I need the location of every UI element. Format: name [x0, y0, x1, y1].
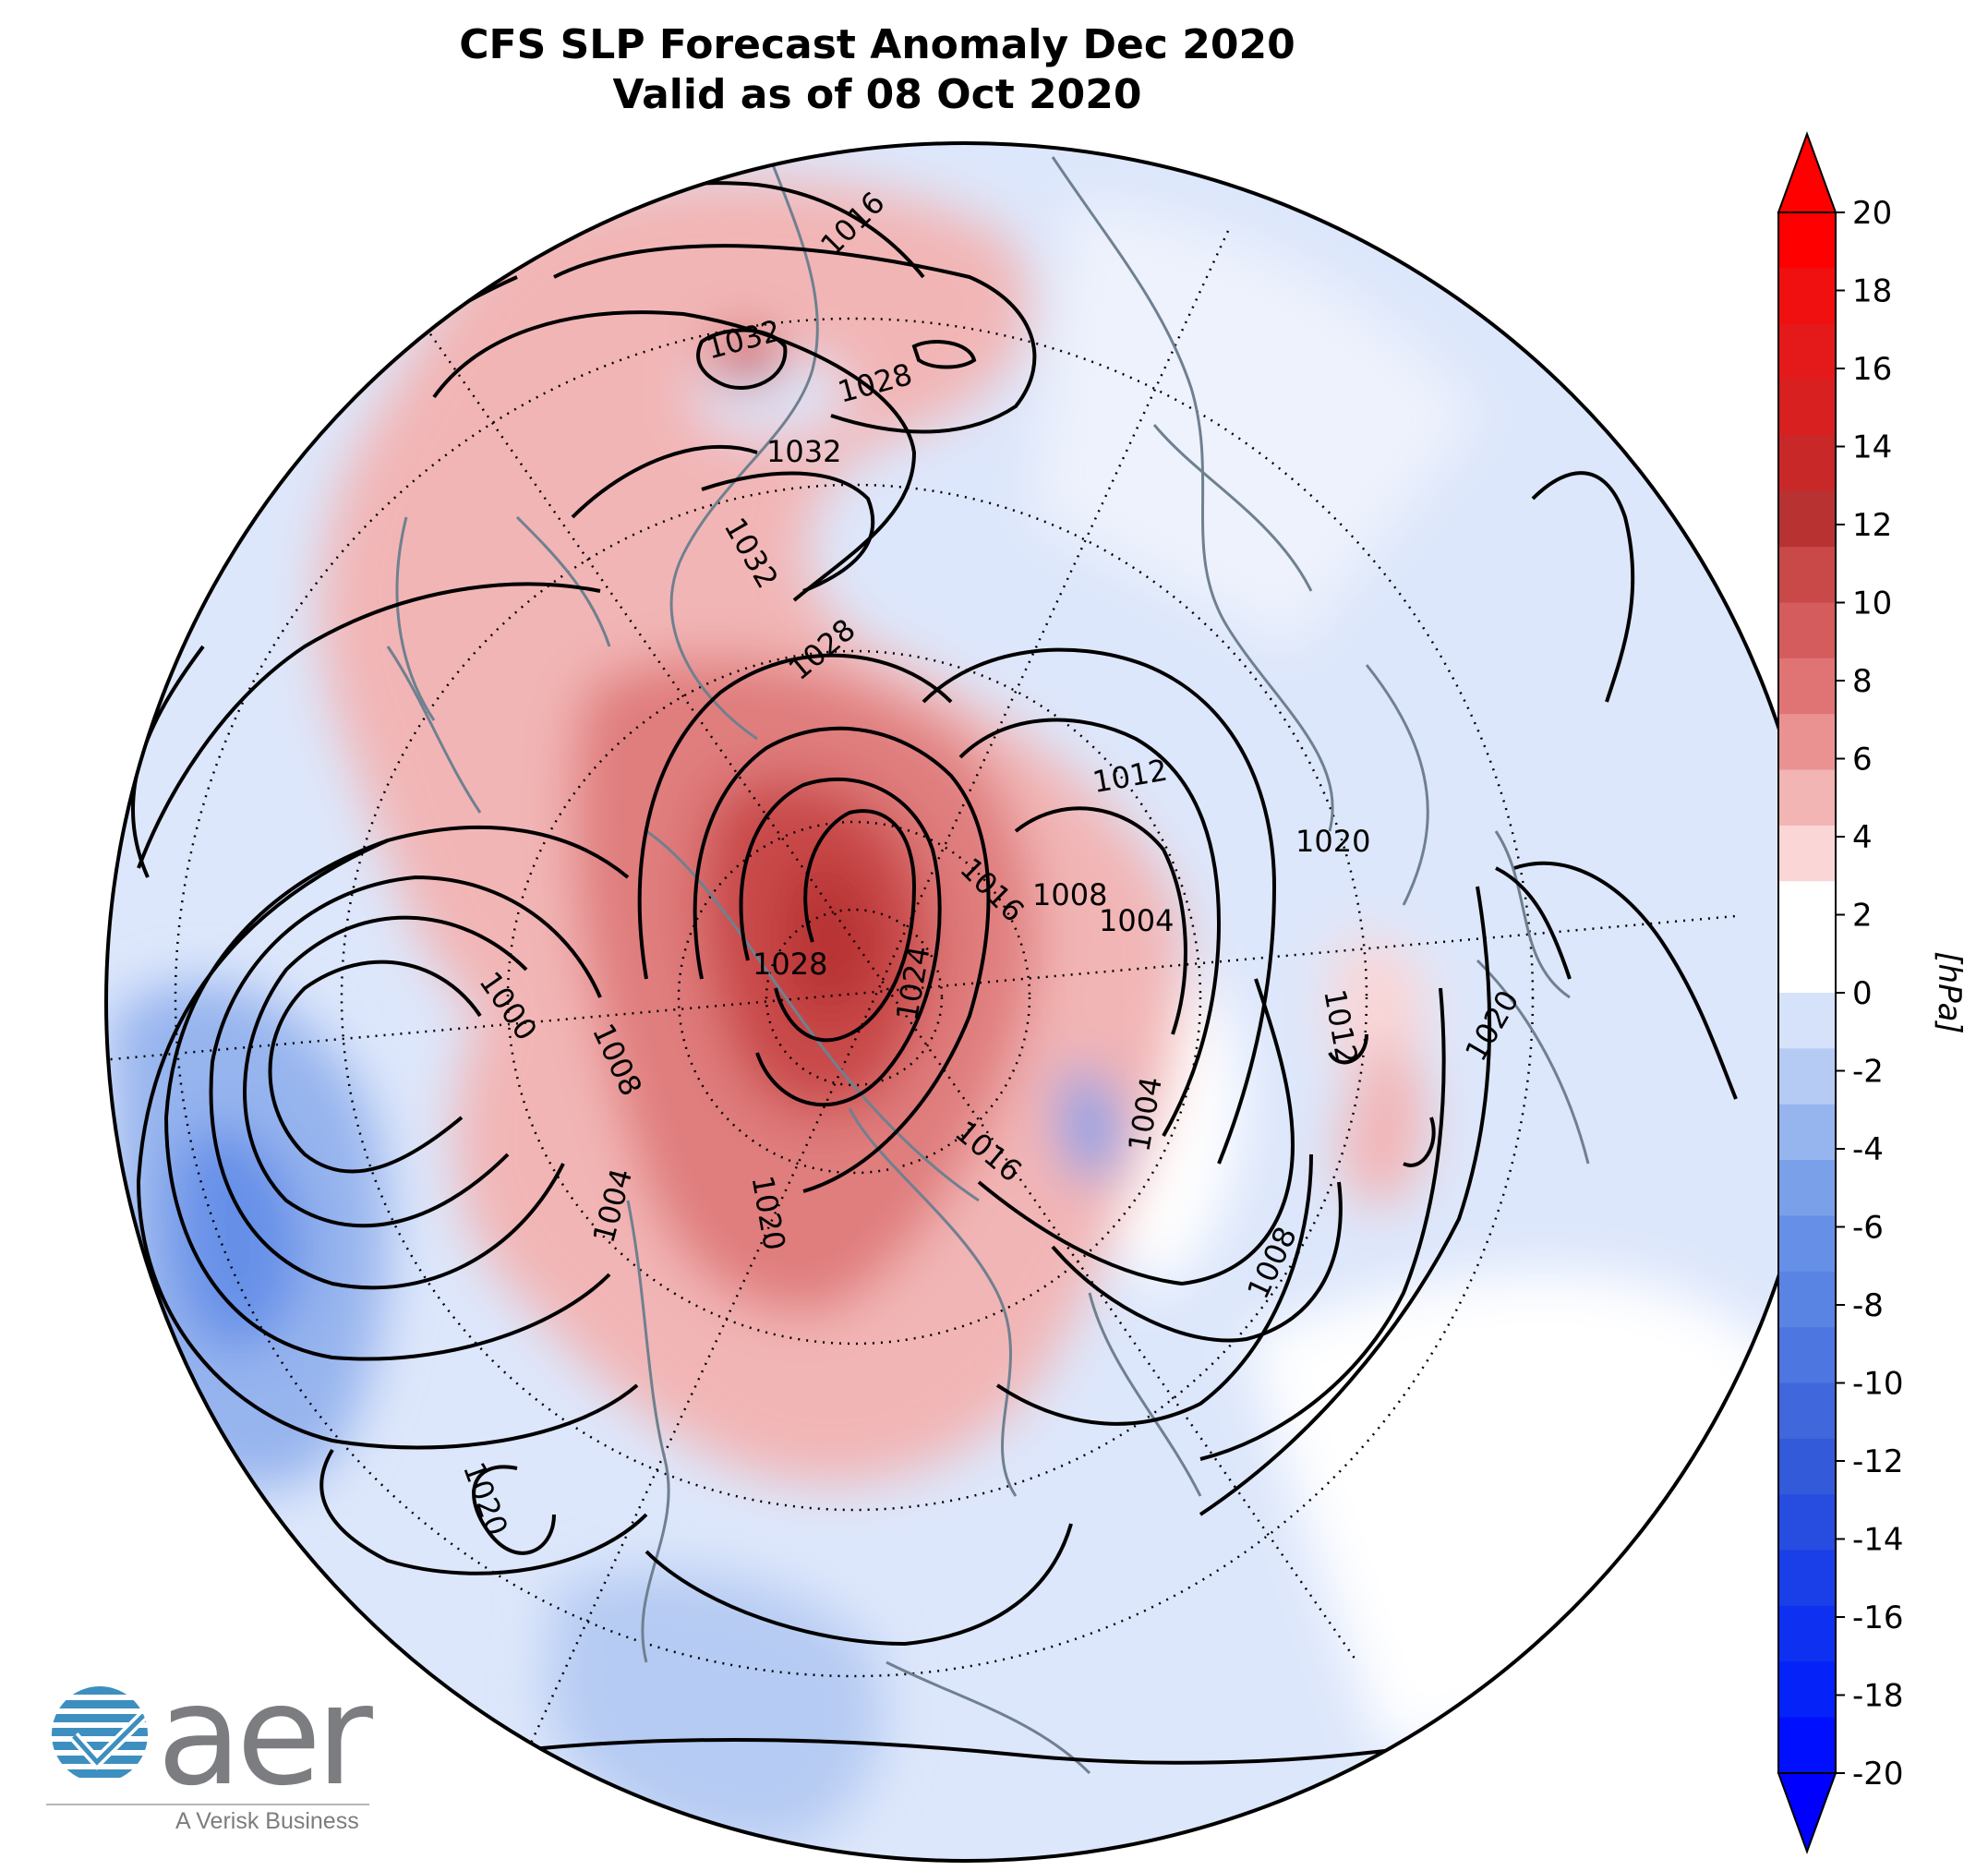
colorbar-tick-label: -2: [1852, 1054, 1884, 1091]
colorbar-band: [1778, 1271, 1836, 1328]
colorbar-unit-label: [hPa]: [1931, 951, 1968, 1033]
colorbar-tick-label: -16: [1852, 1599, 1904, 1636]
colorbar-band: [1778, 1550, 1836, 1607]
aer-globe-icon: [52, 1686, 148, 1782]
contour-label: 1008: [1032, 877, 1107, 912]
colorbar-band: [1778, 658, 1836, 715]
colorbar-band: [1778, 1215, 1836, 1273]
colorbar-band: [1778, 490, 1836, 548]
colorbar-max-extend: [1777, 131, 1837, 213]
colorbar-tick-label: 8: [1852, 663, 1873, 700]
contour-label: 1004: [1099, 903, 1174, 938]
colorbar-tick-label: -8: [1852, 1287, 1884, 1324]
colorbar: 20181614121086420-2-4-6-8-10-12-14-16-18…: [1777, 131, 1968, 1854]
colorbar-min-extend: [1777, 1772, 1837, 1854]
colorbar-tick-label: -20: [1852, 1756, 1904, 1793]
colorbar-tick-label: 0: [1852, 975, 1873, 1012]
colorbar-tick-label: -4: [1852, 1131, 1884, 1168]
title-line-2: Valid as of 08 Oct 2020: [612, 71, 1142, 118]
colorbar-tick-label: -10: [1852, 1366, 1904, 1403]
graticule: [106, 230, 1737, 1774]
colorbar-tick-label: 6: [1852, 742, 1873, 779]
colorbar-tick-label: -12: [1852, 1443, 1904, 1480]
colorbar-tick-label: -18: [1852, 1678, 1904, 1715]
logo-wordmark: aer: [157, 1656, 373, 1817]
colorbar-tick-label: -6: [1852, 1210, 1884, 1247]
colorbar-band: [1778, 1382, 1836, 1440]
colorbar-band: [1778, 714, 1836, 771]
colorbar-tick-label: 2: [1852, 898, 1873, 935]
colorbar-band: [1778, 1438, 1836, 1495]
colorbar-band: [1778, 1160, 1836, 1217]
colorbar-band: [1778, 547, 1836, 604]
colorbar-tick-label: 12: [1852, 507, 1892, 544]
colorbar-band: [1778, 323, 1836, 380]
chart-title: CFS SLP Forecast Anomaly Dec 2020 Valid …: [0, 20, 1754, 120]
colorbar-band: [1778, 1605, 1836, 1662]
colorbar-band: [1778, 1661, 1836, 1719]
colorbar-tick-label: 4: [1852, 819, 1873, 856]
colorbar-band: [1778, 936, 1836, 994]
logo-tagline: A Verisk Business: [175, 1808, 359, 1834]
colorbar-band: [1778, 602, 1836, 659]
colorbar-band: [1778, 268, 1836, 325]
colorbar-tick-label: 14: [1852, 429, 1892, 466]
colorbar-band: [1778, 1327, 1836, 1384]
colorbar-tick-label: 10: [1852, 585, 1892, 622]
contour-label: 1032: [766, 434, 841, 469]
colorbar-band: [1778, 380, 1836, 437]
colorbar-band: [1778, 769, 1836, 827]
colorbar-tick-label: -14: [1852, 1522, 1904, 1559]
colorbar-tick-label: 20: [1852, 195, 1892, 232]
title-line-1: CFS SLP Forecast Anomaly Dec 2020: [459, 21, 1295, 68]
colorbar-tick-label: 18: [1852, 273, 1892, 310]
colorbar-band: [1778, 212, 1836, 269]
colorbar-band: [1778, 1104, 1836, 1161]
contour-label: 1028: [753, 947, 827, 982]
aer-logo: aer A Verisk Business: [46, 1662, 379, 1856]
colorbar-band: [1778, 1048, 1836, 1105]
colorbar-band: [1778, 435, 1836, 492]
colorbar-band: [1778, 1717, 1836, 1774]
colorbar-band: [1778, 993, 1836, 1049]
colorbar-band: [1778, 1494, 1836, 1551]
contour-label: 1020: [1295, 824, 1370, 859]
colorbar-band: [1778, 881, 1836, 938]
logo-divider: [46, 1804, 369, 1805]
colorbar-band: [1778, 825, 1836, 882]
colorbar-tick-label: 16: [1852, 351, 1892, 388]
coastlines: [386, 147, 1590, 1775]
